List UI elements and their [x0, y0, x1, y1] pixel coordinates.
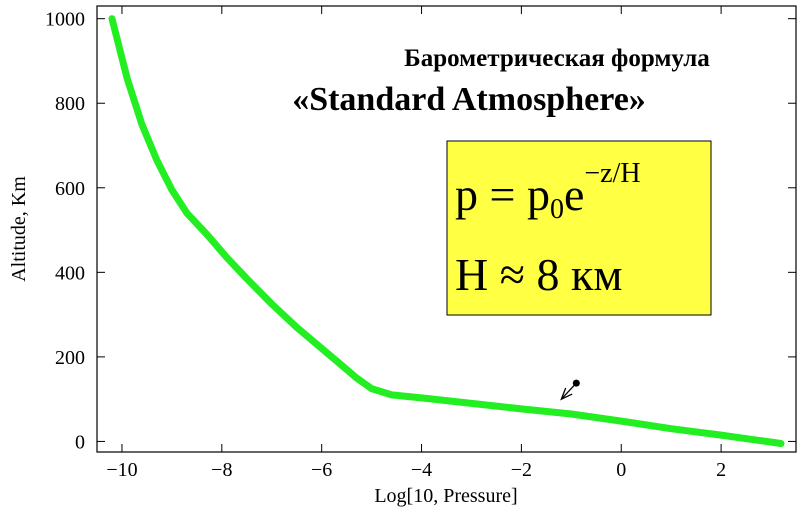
formula-annotation: p = p0e−z/H H ≈ 8 км: [446, 140, 712, 316]
y-tick-label: 800: [55, 93, 85, 115]
annotation-arrow: [560, 379, 580, 401]
y-tick-label: 200: [55, 347, 85, 369]
y-tick-label: 600: [55, 178, 85, 200]
formula-lhs: p = p: [455, 169, 550, 220]
x-tick-label: 0: [616, 459, 626, 481]
axis-ticks: [97, 6, 796, 452]
y-tick-label: 400: [55, 262, 85, 284]
y-axis-label: Altitude, Km: [8, 176, 30, 282]
formula-line-2: H ≈ 8 км: [455, 249, 622, 300]
x-tick-label: −4: [411, 459, 432, 481]
y-tick-label: 0: [75, 431, 85, 453]
formula-base: e: [564, 169, 584, 220]
x-tick-label: −2: [511, 459, 532, 481]
series-line-0: [108, 15, 785, 447]
x-tick-label: −8: [211, 459, 232, 481]
chart-title: Барометрическая формула: [404, 45, 710, 72]
x-axis-label: Log[10, Pressure]: [374, 485, 517, 507]
arrow-shaft: [560, 382, 577, 400]
series-group: [108, 15, 785, 447]
formula-box: [446, 140, 712, 316]
arrow-head: [560, 387, 573, 401]
x-tick-label: −6: [311, 459, 332, 481]
y-tick-label: 1000: [45, 9, 85, 31]
x-tick-label: −10: [106, 459, 137, 481]
formula-line-1: p = p0e−z/H: [455, 158, 641, 225]
formula-exponent: −z/H: [584, 158, 640, 189]
chart-subtitle: «Standard Atmosphere»: [292, 81, 646, 118]
formula-subscript: 0: [550, 194, 564, 225]
plot-frame: [96, 5, 797, 453]
x-tick-label: 2: [716, 459, 726, 481]
tick-labels: −10 −8 −6 −4 −2 0 2 0 200 400 600 800 1000: [45, 9, 726, 481]
